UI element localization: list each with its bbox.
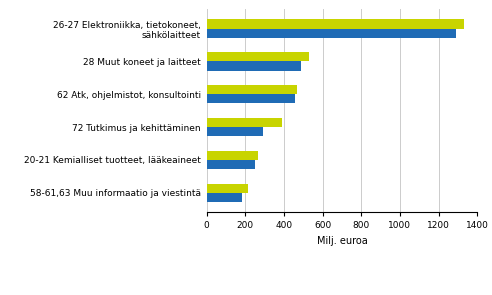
Bar <box>207 85 298 94</box>
Bar <box>207 61 302 71</box>
Bar <box>207 151 258 160</box>
Bar <box>207 52 309 61</box>
Bar <box>207 19 464 29</box>
Bar <box>207 127 263 136</box>
X-axis label: Milj. euroa: Milj. euroa <box>316 236 368 246</box>
Bar <box>207 193 243 202</box>
Bar <box>207 29 456 38</box>
Bar <box>207 118 282 127</box>
Bar <box>207 160 255 169</box>
Bar <box>207 94 295 104</box>
Bar <box>207 183 248 193</box>
